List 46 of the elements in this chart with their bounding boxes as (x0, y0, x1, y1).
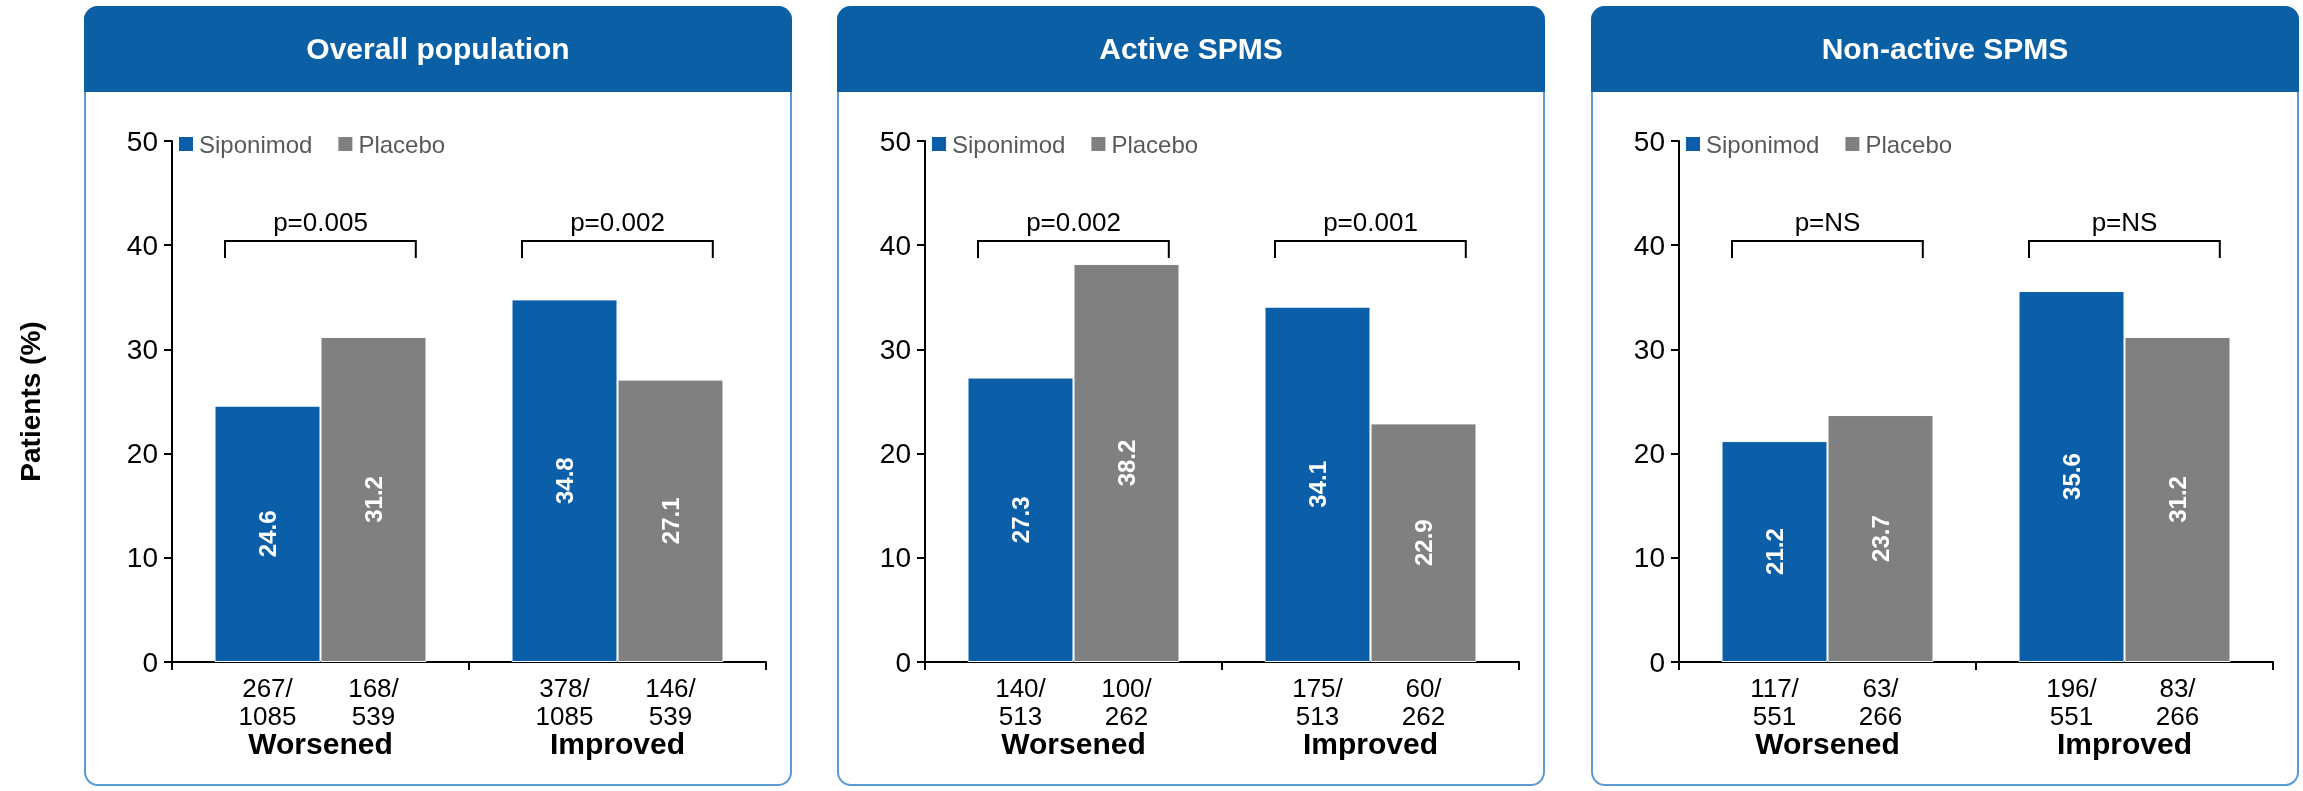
data-label: 35.6 (2058, 453, 2085, 500)
y-tick-label: 30 (126, 333, 158, 365)
y-tick-label: 30 (879, 333, 911, 365)
y-tick-label: 20 (126, 438, 158, 470)
annotation: p=0.005 (273, 207, 368, 237)
chart-title: Non-active SPMS (1591, 6, 2299, 92)
y-tick-label: 30 (1633, 333, 1665, 365)
y-tick-label: 50 (1633, 125, 1665, 157)
legend-label: Siponimod (1706, 130, 1820, 158)
data-label: 38.2 (1113, 439, 1140, 487)
y-tick-label: 40 (1633, 229, 1665, 261)
legend-label: Placebo (1111, 130, 1199, 158)
data-label: 31.2 (2164, 476, 2191, 523)
legend-label: Placebo (358, 130, 446, 158)
y-tick-label: 40 (126, 229, 158, 261)
legend-label: Siponimod (199, 130, 313, 158)
data-label: 34.1 (1304, 460, 1331, 508)
annotation: p=0.002 (1026, 207, 1121, 237)
y-tick-label: 10 (1633, 542, 1665, 574)
data-label: 22.9 (1410, 519, 1437, 567)
data-label: 23.7 (1867, 515, 1894, 562)
annotation: p=0.001 (1323, 207, 1418, 237)
legend-label: Placebo (1865, 130, 1953, 158)
data-label: 27.1 (657, 497, 684, 545)
data-label: 21.2 (1761, 528, 1788, 575)
y-tick-label: 0 (142, 646, 158, 678)
legend-label: Siponimod (952, 130, 1066, 158)
y-tick-label: 0 (895, 646, 911, 678)
y-tick-label: 50 (879, 125, 911, 157)
data-label: 27.3 (1007, 496, 1034, 544)
y-tick-label: 0 (1649, 646, 1665, 678)
data-label: 34.8 (551, 457, 578, 505)
annotation: p=NS (2091, 207, 2158, 237)
y-tick-label: 10 (879, 542, 911, 574)
annotation: p=0.002 (570, 207, 665, 237)
y-tick-label: 20 (1633, 438, 1665, 470)
data-label: 24.6 (254, 510, 281, 558)
y-tick-label: 20 (879, 438, 911, 470)
y-axis-title: Patients (%) (14, 321, 46, 482)
chart-title: Active SPMS (837, 6, 1545, 92)
y-tick-label: 10 (126, 542, 158, 574)
data-label: 31.2 (360, 476, 387, 523)
y-tick-label: 40 (879, 229, 911, 261)
y-tick-label: 50 (126, 125, 158, 157)
chart-title: Overall population (84, 6, 792, 92)
annotation: p=NS (1794, 207, 1861, 237)
